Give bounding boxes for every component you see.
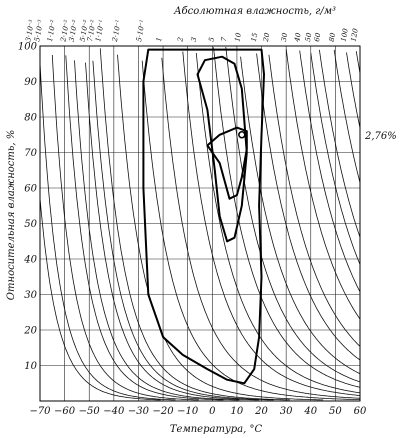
contours — [142, 48, 265, 385]
annotation-label: 2,76% — [364, 131, 397, 142]
x-tick-label: −10 — [177, 406, 199, 417]
tick-labels: −70 −60 −50 −40 −30 −20 −10 0 10 20 30 40 50 60 10 20 30… — [18, 42, 367, 418]
isoline-label: 30 — [280, 32, 290, 43]
isoline — [74, 60, 240, 401]
isoline — [256, 53, 361, 361]
x-tick-label: −40 — [103, 406, 125, 417]
isolines — [39, 46, 361, 401]
contour-line — [196, 55, 248, 243]
isoline — [39, 198, 161, 401]
y-tick-label: 100 — [18, 42, 38, 53]
chart-title: Абсолютная влажность, г/м³ — [173, 6, 336, 17]
isoline-label: 1 — [155, 37, 164, 43]
isoline-label: 1·10⁻² — [46, 19, 58, 42]
x-tick-label: 0 — [209, 406, 216, 417]
isoline — [355, 51, 361, 74]
isoline — [182, 51, 361, 396]
x-tick-label: −50 — [79, 406, 101, 417]
x-tick-label: 10 — [231, 406, 244, 417]
isoline-label: 40 — [293, 32, 303, 44]
y-tick-label: 70 — [24, 148, 37, 159]
isoline-label: 1·10⁻¹ — [94, 19, 106, 42]
isoline-label: 15 — [250, 32, 260, 43]
isoline-label: 3·10⁻² — [68, 19, 80, 42]
isoline — [225, 46, 361, 383]
isoline — [268, 54, 361, 347]
isoline-label: 100 — [340, 27, 350, 42]
y-axis-label: Относительная влажность, % — [6, 130, 17, 300]
x-tick-label: 60 — [354, 406, 367, 417]
isoline-label: 60 — [313, 32, 323, 43]
isoline — [141, 60, 360, 401]
isoline-label: 5 — [207, 36, 216, 42]
isoline — [85, 62, 260, 401]
isoline-label: 3 — [190, 36, 199, 42]
isoline-label: 7 — [220, 36, 229, 42]
y-tick-label: 10 — [24, 361, 37, 372]
y-tick-label: 50 — [24, 219, 37, 230]
x-tick-label: −20 — [153, 406, 175, 417]
x-tick-label: −70 — [29, 406, 51, 417]
contour-line — [142, 48, 265, 385]
isoline-label: 7·10⁻² — [86, 19, 98, 42]
isoline-labels: 3·10⁻³5·10⁻³ 1·10⁻² 2·10⁻²3·10⁻² 5·10⁻²7·10… — [24, 19, 360, 43]
isoline — [333, 49, 361, 183]
y-tick-label: 90 — [24, 77, 37, 88]
isoline — [346, 52, 361, 129]
y-tick-label: 30 — [24, 290, 37, 301]
y-tick-label: 40 — [23, 255, 37, 266]
isoline — [285, 49, 361, 320]
isoline-label: 5·10⁻¹ — [135, 19, 147, 42]
x-tick-label: −60 — [54, 406, 76, 417]
y-tick-label: 20 — [23, 326, 37, 337]
isoline — [213, 47, 361, 388]
x-tick-label: 40 — [303, 406, 317, 417]
x-tick-label: 50 — [329, 406, 342, 417]
x-tick-label: 30 — [280, 406, 293, 417]
x-axis-label: Температура, °С — [170, 424, 263, 435]
x-tick-label: −30 — [128, 406, 150, 417]
marker-point — [238, 130, 246, 139]
contour-line — [206, 126, 248, 200]
isoline — [299, 50, 361, 292]
plot-frame — [39, 45, 361, 402]
isoline-label: 5·10⁻³ — [33, 19, 45, 42]
isoline-label: 80 — [328, 32, 338, 43]
isoline — [92, 60, 274, 401]
isoline-label: 50 — [304, 32, 314, 43]
isoline — [310, 52, 361, 265]
isoline — [39, 62, 176, 401]
x-tick-label: 20 — [254, 406, 268, 417]
y-tick-label: 60 — [24, 184, 37, 195]
isoline — [51, 54, 199, 401]
isoline — [195, 53, 361, 394]
isoline-label: 2 — [176, 36, 185, 43]
isoline-label: 3·10⁻³ — [24, 19, 36, 42]
isoline — [319, 49, 361, 238]
isoline-label: 2·10⁻² — [59, 19, 71, 43]
y-tick-label: 80 — [24, 113, 37, 124]
isoline-label: 20 — [262, 32, 272, 44]
isoline-label: 10 — [233, 32, 243, 43]
isoline-label: 2·10⁻¹ — [111, 19, 123, 43]
isoline — [161, 57, 361, 399]
isoline-label: 5·10⁻² — [79, 19, 91, 42]
isoline-label: 120 — [350, 27, 360, 42]
isoline — [65, 55, 224, 401]
isoline — [99, 48, 290, 401]
